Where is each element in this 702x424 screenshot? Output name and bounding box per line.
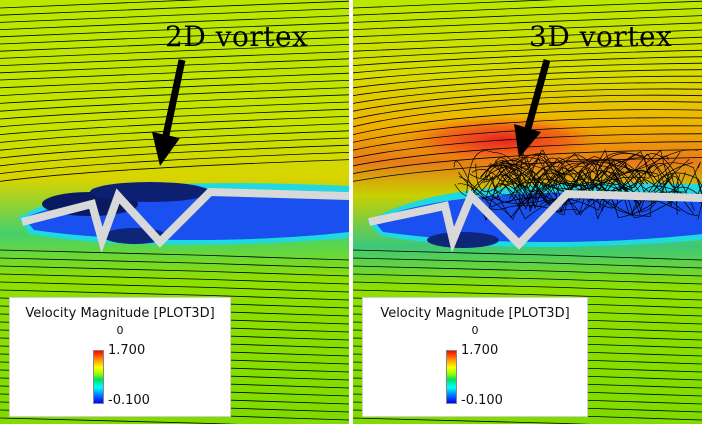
streamline bbox=[353, 0, 556, 9]
streamline bbox=[0, 94, 349, 112]
vortex-streamline bbox=[481, 157, 670, 212]
streamline bbox=[0, 22, 349, 38]
panel-divider bbox=[349, 0, 353, 424]
colorbar-legend-left: Velocity Magnitude [PLOT3D] 0 1.700 -0.1… bbox=[9, 297, 231, 417]
streamline bbox=[0, 58, 349, 74]
streamline bbox=[0, 72, 349, 89]
streamline bbox=[0, 0, 203, 9]
streamline bbox=[353, 273, 702, 285]
streamline bbox=[0, 51, 349, 66]
right-panel-3d-vortex: 3D vortex Velocity Magnitude [PLOT3D] 0 … bbox=[353, 0, 702, 424]
vortex-streamline bbox=[498, 158, 673, 218]
streamline bbox=[0, 44, 349, 59]
vortex-streamline bbox=[501, 149, 699, 185]
vortex-streamline bbox=[468, 168, 651, 216]
vortex-core bbox=[90, 182, 210, 202]
streamline bbox=[0, 36, 349, 52]
legend-min-value: -0.100 bbox=[108, 393, 150, 408]
streamline bbox=[353, 62, 702, 81]
streamline bbox=[353, 101, 702, 128]
streamline bbox=[353, 56, 702, 74]
legend-zero: 0 bbox=[471, 324, 479, 337]
streamline bbox=[353, 0, 702, 16]
streamline bbox=[0, 87, 349, 104]
vortex-streamline bbox=[485, 149, 669, 190]
streamline bbox=[0, 65, 349, 81]
streamline bbox=[353, 249, 702, 261]
streamline bbox=[0, 80, 349, 96]
colorbar bbox=[93, 350, 104, 404]
streamline bbox=[353, 257, 702, 269]
arrow-3d-vortex bbox=[514, 59, 551, 158]
legend-title: Velocity Magnitude [PLOT3D] bbox=[380, 306, 570, 321]
streamline bbox=[353, 49, 702, 66]
streamline bbox=[353, 157, 702, 182]
streamline bbox=[0, 15, 349, 30]
streamline bbox=[353, 109, 702, 135]
streamline bbox=[353, 94, 702, 120]
streamline bbox=[0, 0, 349, 16]
streamline bbox=[353, 22, 702, 38]
streamline bbox=[0, 273, 349, 285]
streamline bbox=[353, 75, 702, 96]
streamline bbox=[0, 417, 241, 424]
streamline bbox=[0, 159, 349, 182]
streamline bbox=[353, 69, 702, 89]
vortex-streamline bbox=[496, 149, 649, 209]
arrow-2d-vortex bbox=[152, 59, 186, 166]
vortex-core bbox=[427, 232, 499, 248]
streamline bbox=[353, 117, 702, 143]
streamlines-upper bbox=[0, 0, 349, 182]
vortex-streamline bbox=[453, 160, 625, 222]
vortex-streamline bbox=[487, 153, 695, 215]
streamline bbox=[0, 265, 349, 277]
legend-zero: 0 bbox=[116, 324, 124, 337]
label-2d-vortex: 2D vortex bbox=[165, 20, 309, 53]
streamline bbox=[353, 417, 594, 424]
streamline bbox=[353, 43, 702, 59]
streamline bbox=[0, 257, 349, 269]
wing-outline bbox=[368, 188, 702, 254]
vortex-streamline bbox=[496, 164, 670, 215]
streamline bbox=[353, 36, 702, 52]
streamline bbox=[353, 289, 702, 301]
streamline bbox=[353, 281, 702, 293]
legend-max-value: 1.700 bbox=[461, 343, 499, 358]
legend-max-value: 1.700 bbox=[108, 343, 146, 358]
streamline bbox=[353, 88, 702, 112]
streamline bbox=[353, 15, 702, 30]
wing-outline bbox=[21, 187, 349, 254]
streamline bbox=[353, 29, 702, 45]
streamline bbox=[0, 152, 349, 174]
label-3d-vortex: 3D vortex bbox=[529, 20, 673, 53]
streamline bbox=[0, 101, 349, 120]
streamline bbox=[0, 249, 349, 261]
vortex-streamline bbox=[499, 154, 641, 206]
legend-title: Velocity Magnitude [PLOT3D] bbox=[25, 306, 215, 321]
colorbar-legend-right: Velocity Magnitude [PLOT3D] 0 1.700 -0.1… bbox=[362, 297, 588, 417]
streamline bbox=[353, 265, 702, 277]
streamline bbox=[0, 8, 349, 23]
streamline bbox=[353, 8, 702, 23]
colorbar bbox=[446, 350, 457, 404]
vortex-streamline bbox=[494, 160, 678, 215]
left-panel-2d-vortex: 2D vortex Velocity Magnitude [PLOT3D] 0 … bbox=[0, 0, 349, 424]
streamline bbox=[0, 289, 349, 301]
legend-min-value: -0.100 bbox=[461, 393, 503, 408]
streamline bbox=[0, 281, 349, 293]
streamline bbox=[0, 29, 349, 45]
streamline bbox=[353, 82, 702, 104]
